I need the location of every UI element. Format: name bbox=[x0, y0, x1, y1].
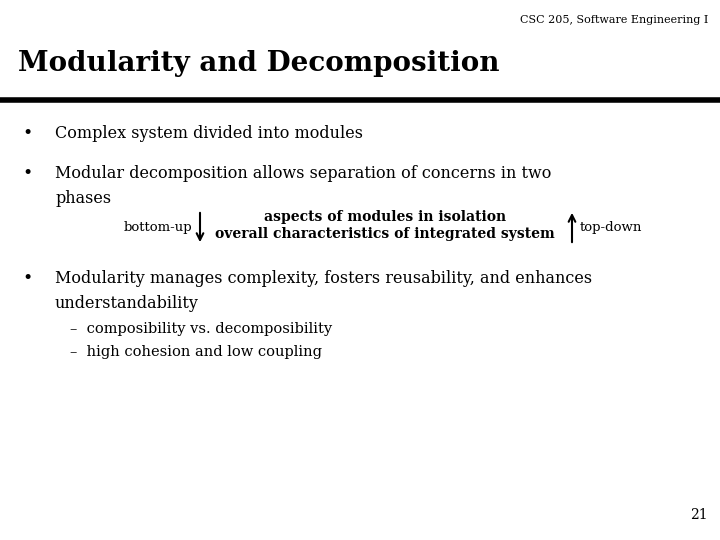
Text: phases: phases bbox=[55, 190, 111, 207]
Text: Modular decomposition allows separation of concerns in two: Modular decomposition allows separation … bbox=[55, 165, 552, 182]
Text: 21: 21 bbox=[690, 508, 708, 522]
Text: overall characteristics of integrated system: overall characteristics of integrated sy… bbox=[215, 227, 555, 241]
Text: Complex system divided into modules: Complex system divided into modules bbox=[55, 125, 363, 142]
Text: Modularity manages complexity, fosters reusability, and enhances: Modularity manages complexity, fosters r… bbox=[55, 270, 592, 287]
Text: top-down: top-down bbox=[580, 220, 642, 233]
Text: CSC 205, Software Engineering I: CSC 205, Software Engineering I bbox=[520, 15, 708, 25]
Text: understandability: understandability bbox=[55, 295, 199, 312]
Text: •: • bbox=[22, 270, 32, 287]
Text: •: • bbox=[22, 125, 32, 142]
Text: Modularity and Decomposition: Modularity and Decomposition bbox=[18, 50, 500, 77]
Text: –  high cohesion and low coupling: – high cohesion and low coupling bbox=[70, 345, 322, 359]
Text: bottom-up: bottom-up bbox=[123, 220, 192, 233]
Text: •: • bbox=[22, 165, 32, 182]
Text: aspects of modules in isolation: aspects of modules in isolation bbox=[264, 210, 506, 224]
Text: –  composibility vs. decomposibility: – composibility vs. decomposibility bbox=[70, 322, 332, 336]
